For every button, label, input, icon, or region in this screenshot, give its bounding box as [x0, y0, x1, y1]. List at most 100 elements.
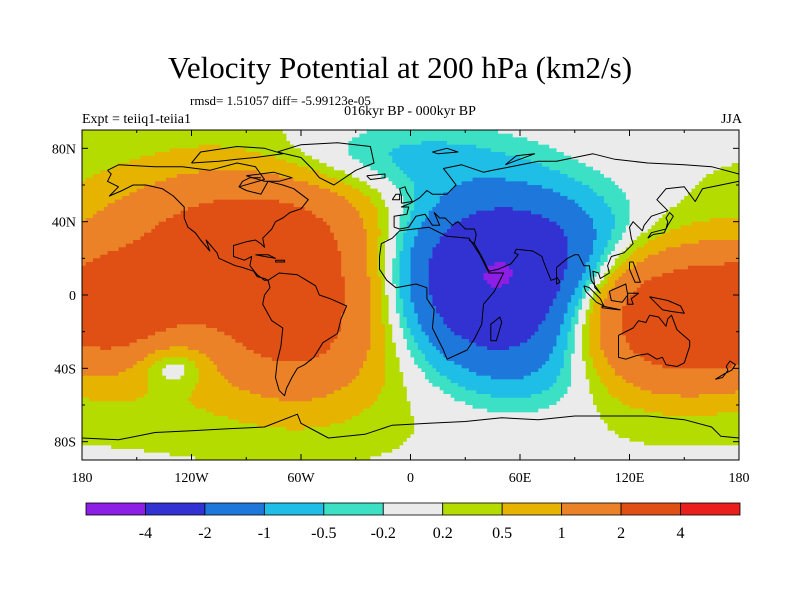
contour-cell — [111, 346, 171, 351]
contour-cell — [600, 317, 623, 322]
contour-cell — [414, 361, 430, 366]
contour-cell — [82, 262, 87, 267]
coastline — [107, 162, 309, 281]
contour-cell — [370, 196, 382, 201]
contour-cell — [399, 357, 415, 362]
contour-cell — [260, 353, 320, 358]
contour-cell — [436, 203, 579, 208]
contour-cell — [363, 192, 382, 197]
contour-cell — [585, 280, 594, 285]
contour-cell — [549, 386, 569, 391]
contour-cell — [249, 390, 335, 395]
contour-cell — [388, 229, 401, 234]
contour-cell — [352, 379, 386, 384]
contour-cell — [589, 335, 601, 340]
contour-cell — [567, 342, 576, 347]
contour-cell — [600, 269, 609, 274]
contour-cell — [100, 254, 342, 259]
contour-cell — [403, 298, 412, 303]
contour-cell — [399, 262, 412, 267]
contour-cell — [644, 357, 739, 362]
contour-cell — [82, 280, 346, 285]
contour-cell — [399, 218, 412, 223]
contour-cell — [377, 262, 386, 267]
contour-cell — [122, 196, 346, 201]
contour-cell — [82, 342, 131, 347]
contour-cell — [622, 328, 739, 333]
contour-cell — [388, 317, 401, 322]
contour-cell — [563, 273, 583, 278]
colorbar-swatch — [263, 502, 325, 516]
colorbar-swatch — [442, 502, 503, 516]
contour-cell — [457, 383, 554, 388]
contour-cell — [483, 276, 510, 281]
contour-cell — [165, 177, 295, 182]
contour-cell — [82, 456, 196, 460]
contour-cell — [355, 375, 386, 380]
contour-cell — [151, 229, 331, 234]
contour-cell — [410, 434, 620, 439]
contour-cell — [370, 185, 397, 190]
contour-cell — [370, 306, 382, 311]
contour-cell — [527, 339, 558, 344]
contour-cell — [552, 188, 594, 193]
contour-cell — [370, 287, 382, 292]
contour-cell — [625, 335, 739, 340]
contour-cell — [662, 214, 739, 219]
contour-cell — [414, 203, 437, 208]
contour-cell — [589, 320, 601, 325]
contour-cell — [432, 254, 569, 259]
contour-cell — [359, 368, 386, 373]
contour-cell — [447, 324, 539, 329]
contour-cell — [563, 357, 572, 362]
contour-cell — [366, 251, 379, 256]
coastline — [255, 254, 276, 259]
contour-cell — [359, 210, 379, 215]
contour-cell — [666, 210, 739, 215]
coastline — [366, 173, 386, 180]
contour-cell — [410, 408, 488, 413]
y-tick-label: 80S — [54, 436, 76, 451]
contour-cell — [388, 177, 412, 182]
contour-cell — [633, 240, 649, 245]
contour-cell — [589, 302, 594, 307]
contour-cell — [454, 397, 561, 402]
contour-cell — [384, 339, 393, 344]
contour-cell — [556, 401, 594, 406]
contour-cell — [403, 236, 415, 241]
contour-cell — [428, 379, 452, 384]
contour-cell — [395, 251, 401, 256]
contour-cell — [454, 331, 536, 336]
contour-cell — [607, 203, 631, 208]
contour-cell — [392, 328, 404, 333]
contour-cell — [593, 309, 601, 314]
colorbar-label: 2 — [617, 525, 625, 542]
contour-cell — [644, 243, 682, 248]
contour-cell — [217, 368, 360, 373]
contour-cell — [384, 383, 404, 388]
contour-cell — [384, 379, 404, 384]
contour-cell — [366, 243, 379, 248]
contour-cell — [326, 221, 364, 226]
contour-cell — [625, 379, 739, 384]
contour-cell — [421, 328, 452, 333]
contour-cell — [640, 353, 739, 358]
contour-cell — [432, 342, 477, 347]
contour-cell — [629, 214, 663, 219]
contour-cell — [593, 397, 620, 402]
contour-cell — [392, 159, 532, 164]
contour-cell — [198, 368, 218, 373]
contour-cell — [341, 273, 368, 278]
contour-cell — [392, 148, 492, 153]
contour-cell — [600, 291, 609, 296]
contour-cell — [406, 390, 444, 395]
contour-cell — [82, 170, 101, 175]
contour-cell — [403, 328, 412, 333]
coastline — [629, 261, 641, 283]
x-tick-label: 60E — [509, 471, 532, 486]
contour-cell — [341, 313, 371, 318]
contour-cell — [603, 262, 616, 267]
contour-cell — [377, 243, 386, 248]
contour-cell — [410, 284, 430, 289]
contour-cell — [333, 232, 368, 237]
